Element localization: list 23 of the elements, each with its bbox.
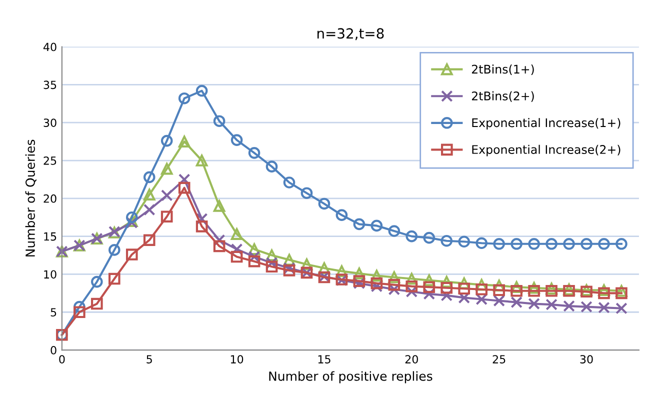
x-tick-label: 20 [405,355,418,364]
y-tick-label: 0 [50,346,56,354]
y-tick-label: 40 [43,42,56,52]
x-tick-label: 10 [230,355,244,364]
legend-label: Exponential Increase(2+) [472,144,620,156]
legend-label: Exponential Increase(1+) [472,118,620,130]
legend-label: 2tBins(2+) [472,91,534,102]
x-tick-label: 5 [146,355,152,364]
x-tick-label: 0 [59,355,65,364]
legend-label: 2tBins(1+) [472,64,534,76]
y-tick-label: 25 [44,156,56,165]
x-tick-label: 25 [492,355,506,364]
y-tick-label: 30 [44,118,56,127]
y-tick-label: 5 [50,308,56,316]
x-axis-title: Number of positive replies [269,371,432,384]
y-tick-label: 15 [44,232,56,241]
y-tick-label: 35 [44,80,56,90]
y-tick-label: 10 [44,270,56,279]
x-tick-label: 30 [580,355,593,364]
x-tick-label: 15 [318,355,330,364]
y-axis-title: Number of Queries [25,140,36,256]
y-tick-label: 20 [44,194,56,203]
chart-title: n=32,t=8 [317,28,384,40]
